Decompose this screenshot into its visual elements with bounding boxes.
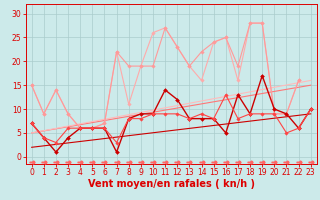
- X-axis label: Vent moyen/en rafales ( kn/h ): Vent moyen/en rafales ( kn/h ): [88, 179, 255, 189]
